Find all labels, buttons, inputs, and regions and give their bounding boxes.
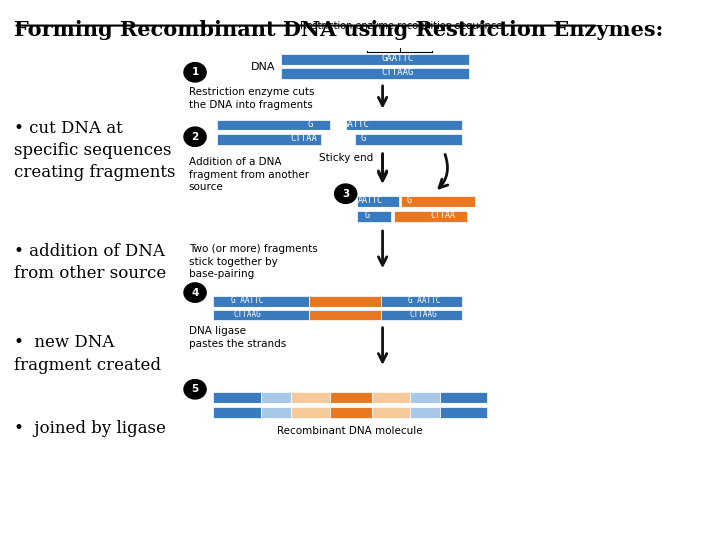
- FancyBboxPatch shape: [309, 310, 382, 321]
- Text: AATTC: AATTC: [343, 120, 369, 129]
- FancyBboxPatch shape: [440, 393, 487, 403]
- FancyBboxPatch shape: [261, 393, 291, 403]
- FancyBboxPatch shape: [330, 393, 372, 403]
- Circle shape: [335, 184, 356, 204]
- Text: G AATTC: G AATTC: [231, 296, 264, 305]
- Text: 1: 1: [192, 68, 199, 77]
- FancyArrowPatch shape: [379, 154, 387, 181]
- Text: AATTC: AATTC: [358, 196, 383, 205]
- Text: 4: 4: [192, 288, 199, 298]
- Text: DNA ligase
pastes the strands: DNA ligase pastes the strands: [189, 326, 286, 349]
- Text: G: G: [407, 196, 412, 205]
- Text: Restriction enzyme recognition sequence: Restriction enzyme recognition sequence: [300, 21, 502, 31]
- FancyBboxPatch shape: [410, 393, 440, 403]
- Text: G: G: [365, 211, 369, 220]
- FancyArrowPatch shape: [439, 154, 448, 188]
- Text: Sticky end: Sticky end: [318, 153, 373, 163]
- Text: •  joined by ligase: • joined by ligase: [14, 421, 166, 437]
- Text: Addition of a DNA
fragment from another
source: Addition of a DNA fragment from another …: [189, 157, 309, 192]
- FancyBboxPatch shape: [214, 296, 309, 307]
- Text: G: G: [360, 134, 366, 144]
- Text: CTTAA: CTTAA: [290, 134, 318, 144]
- Text: Forming Recombinant DNA using Restriction Enzymes:: Forming Recombinant DNA using Restrictio…: [14, 20, 663, 40]
- FancyBboxPatch shape: [372, 393, 410, 403]
- Text: DNA: DNA: [251, 63, 275, 72]
- Text: CTTAAG: CTTAAG: [233, 310, 261, 319]
- Text: 2: 2: [192, 132, 199, 142]
- FancyBboxPatch shape: [309, 296, 382, 307]
- FancyBboxPatch shape: [281, 54, 469, 65]
- Text: Two (or more) fragments
stick together by
base-pairing: Two (or more) fragments stick together b…: [189, 244, 318, 279]
- Text: • addition of DNA
from other source: • addition of DNA from other source: [14, 243, 166, 282]
- Text: Restriction enzyme cuts
the DNA into fragments: Restriction enzyme cuts the DNA into fra…: [189, 87, 315, 110]
- FancyBboxPatch shape: [382, 296, 462, 307]
- FancyBboxPatch shape: [214, 407, 261, 418]
- Text: GAATTC: GAATTC: [382, 54, 414, 63]
- Circle shape: [184, 380, 206, 399]
- FancyBboxPatch shape: [291, 393, 330, 403]
- FancyBboxPatch shape: [291, 407, 330, 418]
- FancyBboxPatch shape: [440, 407, 487, 418]
- Text: • cut DNA at
specific sequences
creating fragments: • cut DNA at specific sequences creating…: [14, 119, 175, 181]
- Text: CTTAA: CTTAA: [431, 211, 455, 220]
- Text: Recombinant DNA molecule: Recombinant DNA molecule: [277, 426, 423, 436]
- FancyBboxPatch shape: [355, 134, 462, 145]
- Circle shape: [184, 127, 206, 146]
- FancyBboxPatch shape: [330, 407, 372, 418]
- Text: CTTAAG: CTTAAG: [382, 69, 414, 77]
- FancyBboxPatch shape: [356, 197, 399, 207]
- FancyBboxPatch shape: [346, 119, 462, 130]
- FancyBboxPatch shape: [356, 211, 390, 221]
- Text: G: G: [308, 120, 313, 129]
- Text: CTTAAG: CTTAAG: [410, 310, 438, 319]
- FancyBboxPatch shape: [217, 119, 330, 130]
- Circle shape: [184, 283, 206, 302]
- FancyBboxPatch shape: [401, 197, 474, 207]
- Text: 3: 3: [342, 188, 349, 199]
- FancyBboxPatch shape: [382, 310, 462, 321]
- FancyBboxPatch shape: [214, 393, 261, 403]
- FancyBboxPatch shape: [281, 68, 469, 79]
- FancyBboxPatch shape: [261, 407, 291, 418]
- FancyBboxPatch shape: [410, 407, 440, 418]
- FancyBboxPatch shape: [214, 310, 309, 321]
- Text: 5: 5: [192, 384, 199, 394]
- Circle shape: [184, 63, 206, 82]
- FancyBboxPatch shape: [372, 407, 410, 418]
- Text: •  new DNA
fragment created: • new DNA fragment created: [14, 334, 161, 374]
- Text: G AATTC: G AATTC: [408, 296, 440, 305]
- FancyBboxPatch shape: [217, 134, 321, 145]
- FancyBboxPatch shape: [394, 211, 467, 221]
